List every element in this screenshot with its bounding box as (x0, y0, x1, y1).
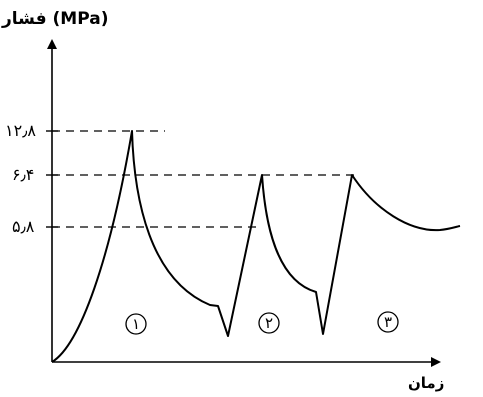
stage-marker-2: ۲ (258, 312, 280, 334)
x-axis-label: زمان (408, 374, 444, 392)
y-axis-label: فشار (MPa) (1, 9, 108, 29)
stage-label-3: ۳ (384, 313, 392, 331)
tick-label-5-8: ۵٫۸ (12, 217, 35, 236)
tick-label-6-4: ۶٫۴ (12, 165, 34, 184)
stage-label-1: ۱ (132, 315, 140, 333)
stage-marker-1: ۱ (125, 313, 147, 335)
pressure-curve (51, 130, 461, 363)
tick-label-12-8: ۱۲٫۸ (5, 121, 36, 140)
stage-marker-3: ۳ (377, 311, 399, 333)
stage-label-2: ۲ (265, 314, 273, 332)
